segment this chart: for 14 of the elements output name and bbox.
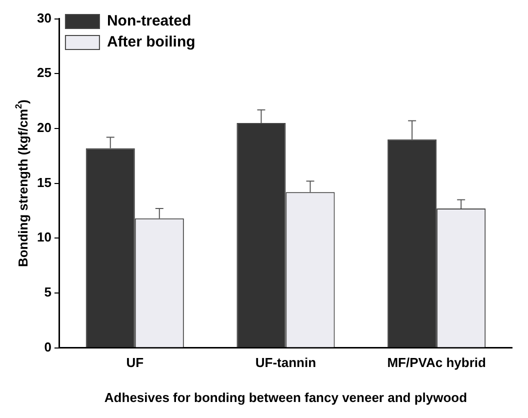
x-tick-label: UF xyxy=(126,355,144,370)
y-axis-title: Bonding strength (kgf/cm2) xyxy=(13,100,31,268)
y-tick-label: 25 xyxy=(36,65,52,80)
x-tick-label: MF/PVAc hybrid xyxy=(387,355,486,370)
x-axis-title: Adhesives for bonding between fancy veneer and plywood xyxy=(104,390,468,405)
y-tick-label: 30 xyxy=(36,10,52,26)
legend-label: Non-treated xyxy=(106,12,192,30)
legend-label: After boiling xyxy=(106,34,196,51)
x-tick-label: UF-tannin xyxy=(255,355,316,370)
y-tick-label: 20 xyxy=(36,120,52,136)
y-tick-label: 5 xyxy=(44,284,52,300)
y-tick-label: 0 xyxy=(44,339,52,354)
y-tick-label: 10 xyxy=(36,230,52,245)
y-tick-label: 15 xyxy=(36,174,52,190)
